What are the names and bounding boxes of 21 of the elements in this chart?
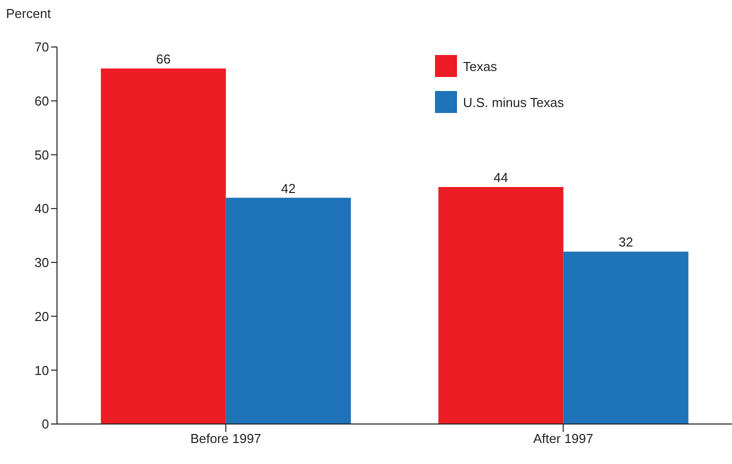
data-label: 66: [156, 52, 171, 67]
legend-label: U.S. minus Texas: [463, 94, 564, 110]
x-tick-label: Before 1997: [190, 431, 262, 446]
bar: [226, 198, 351, 424]
bar: [438, 187, 564, 424]
y-tick-label: 40: [34, 201, 49, 216]
x-tick-label: After 1997: [533, 431, 594, 446]
data-label: 32: [618, 234, 634, 250]
y-axis-title: Percent: [6, 6, 51, 21]
y-tick-label: 50: [34, 147, 49, 162]
legend-label: Texas: [463, 58, 497, 74]
y-tick-label: 20: [34, 308, 49, 324]
data-label: 44: [494, 170, 508, 186]
y-tick-label: 10: [34, 362, 49, 378]
bar: [100, 68, 226, 424]
data-label: 42: [281, 180, 296, 196]
y-tick-label: 30: [34, 255, 49, 270]
y-tick-label: 70: [34, 40, 49, 55]
y-tick-label: 60: [34, 93, 49, 108]
bar: [563, 252, 688, 424]
y-tick-label: 0: [42, 416, 49, 432]
